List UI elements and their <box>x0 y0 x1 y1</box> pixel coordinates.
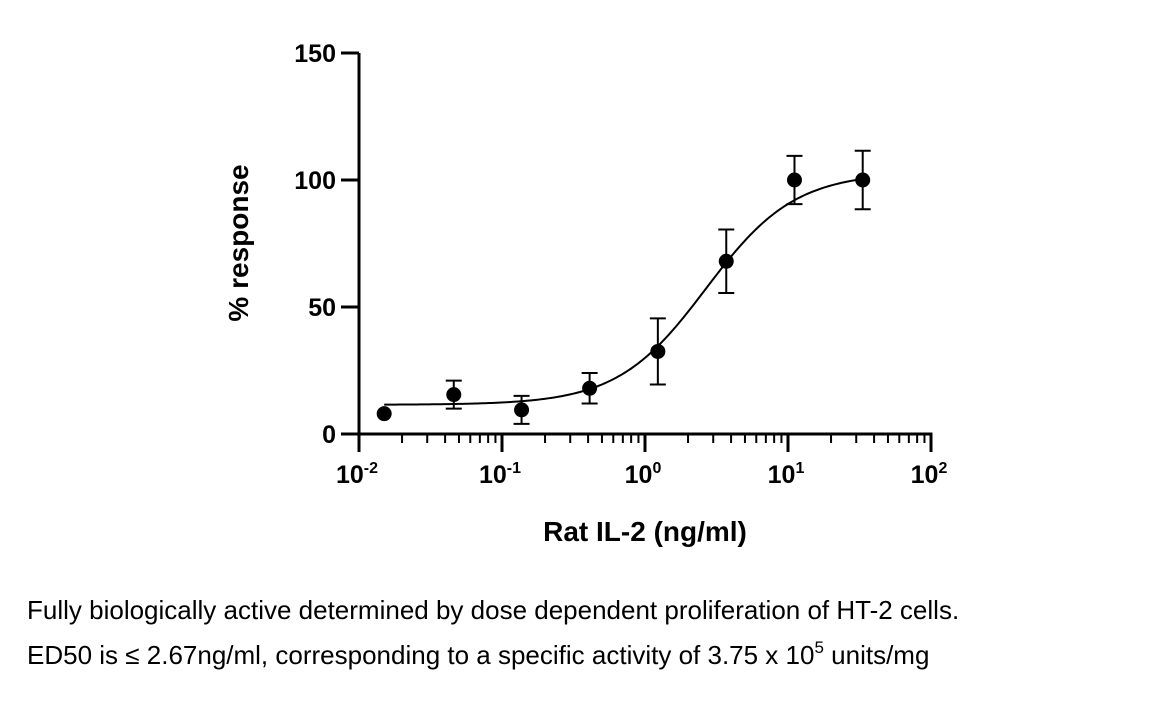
y-tick-label: 100 <box>294 167 336 195</box>
caption-exponent: 5 <box>814 638 824 657</box>
data-point <box>582 380 598 396</box>
x-axis: 10-2 10-1 100 101 102 <box>336 432 948 489</box>
x-tick-label: 10-2 <box>336 460 378 489</box>
x-tick-label: 101 <box>768 460 805 489</box>
data-point <box>855 172 871 188</box>
y-axis: 0 50 100 150 <box>294 40 361 449</box>
data-point <box>786 172 802 188</box>
x-tick-label: 100 <box>625 460 662 489</box>
x-tick-label: 102 <box>911 460 948 489</box>
fit-curve <box>384 177 863 406</box>
caption-line-2: ED50 is ≤ 2.67ng/ml, corresponding to a … <box>27 638 930 670</box>
data-points <box>376 149 871 425</box>
y-tick-label: 0 <box>322 421 336 449</box>
caption-line-2-text: ED50 is ≤ 2.67ng/ml, corresponding to a … <box>27 640 815 670</box>
data-point <box>514 402 530 418</box>
data-point <box>650 343 666 359</box>
caption-line-1: Fully biologically active determined by … <box>27 595 960 625</box>
data-point <box>446 387 462 403</box>
data-point <box>718 253 734 269</box>
y-tick-label: 150 <box>294 40 336 68</box>
caption-line-2-suffix: units/mg <box>823 640 930 670</box>
x-axis-label: Rat IL-2 (ng/ml) <box>543 516 747 547</box>
y-tick-label: 50 <box>308 294 336 322</box>
y-axis-label: % response <box>223 164 254 321</box>
dose-response-chart: 0 50 100 150 10-2 10-1 100 101 102 % response R… <box>223 40 948 547</box>
data-point <box>376 406 392 422</box>
x-tick-label: 10-1 <box>479 460 521 489</box>
